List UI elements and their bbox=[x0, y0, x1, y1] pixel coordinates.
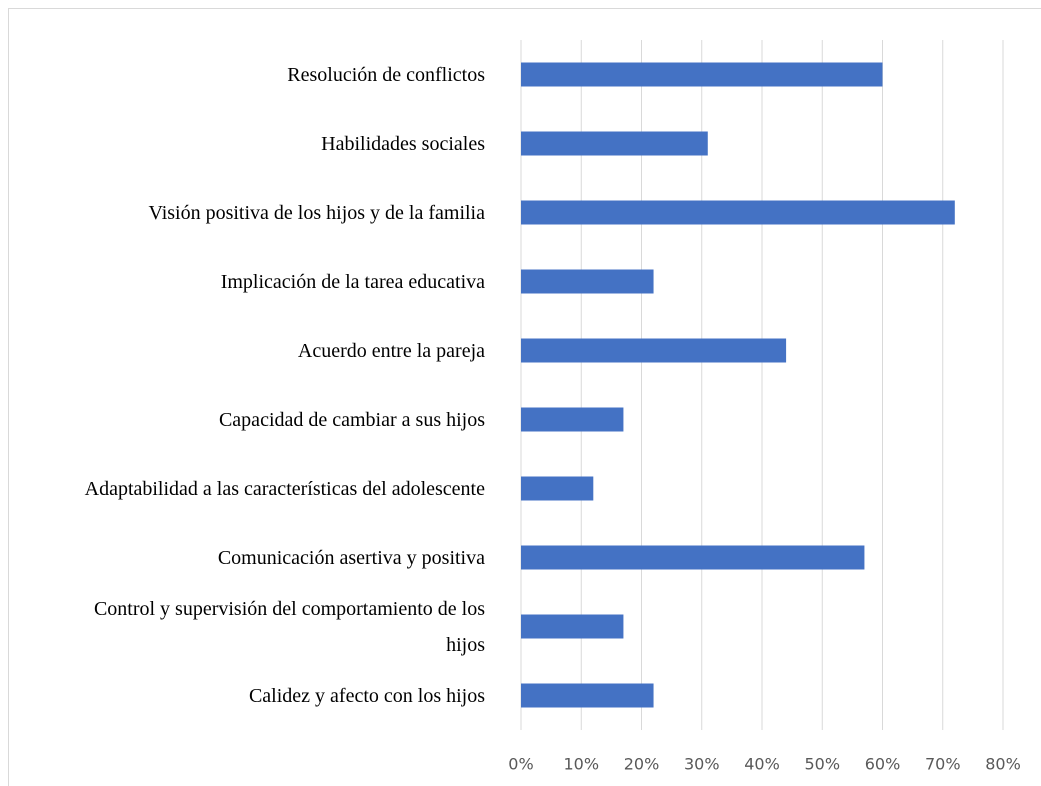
y-tick-label: Comunicación asertiva y positiva bbox=[217, 546, 485, 569]
bar bbox=[521, 683, 654, 708]
y-tick-label: Calidez y afecto con los hijos bbox=[248, 684, 485, 707]
y-tick-label: Resolución de conflictos bbox=[287, 63, 485, 86]
x-tick-label: 20% bbox=[624, 755, 660, 774]
bar bbox=[521, 338, 787, 363]
x-tick-label: 30% bbox=[684, 755, 720, 774]
bar bbox=[521, 614, 624, 639]
bar bbox=[521, 545, 865, 570]
chart-frame bbox=[8, 8, 1041, 786]
bar bbox=[521, 200, 955, 225]
y-tick-label: Visión positiva de los hijos y de la fam… bbox=[148, 201, 485, 224]
y-tick-label: Capacidad de cambiar a sus hijos bbox=[218, 408, 485, 431]
y-tick-label: Acuerdo entre la pareja bbox=[297, 339, 485, 362]
y-tick-label: Control y supervisión del comportamiento… bbox=[93, 597, 485, 656]
x-tick-label: 10% bbox=[563, 755, 599, 774]
x-tick-label: 50% bbox=[804, 755, 840, 774]
x-tick-label: 80% bbox=[985, 755, 1021, 774]
bar bbox=[521, 407, 624, 432]
y-tick-label: Implicación de la tarea educativa bbox=[220, 270, 485, 293]
bar bbox=[521, 131, 708, 156]
x-tick-label: 70% bbox=[925, 755, 961, 774]
bar bbox=[521, 476, 594, 501]
x-tick-label: 40% bbox=[744, 755, 780, 774]
y-tick-label: Adaptabilidad a las características del … bbox=[84, 477, 485, 500]
bar bbox=[521, 269, 654, 294]
x-tick-label: 60% bbox=[865, 755, 901, 774]
bar bbox=[521, 62, 883, 87]
x-tick-label: 0% bbox=[508, 755, 533, 774]
y-tick-label: Habilidades sociales bbox=[321, 132, 485, 155]
